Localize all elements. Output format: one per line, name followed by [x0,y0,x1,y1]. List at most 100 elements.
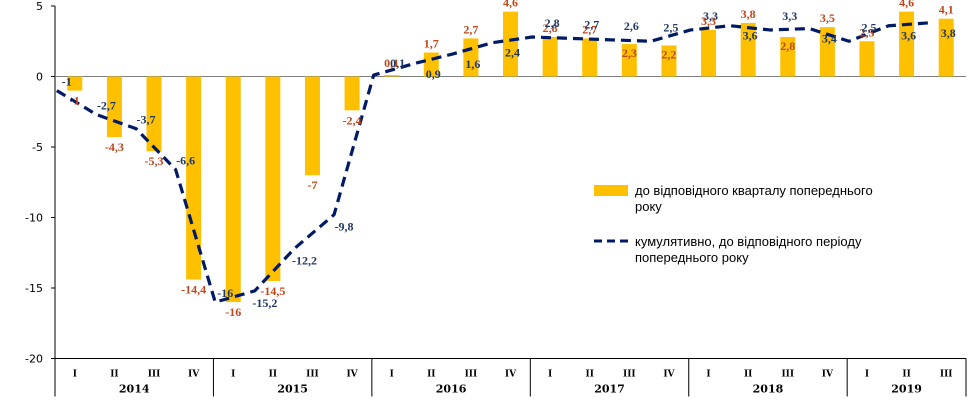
line-data-label: 2,5 [861,20,876,34]
quarter-label: III [465,370,478,380]
line-data-label: -2,7 [97,99,116,113]
bar-data-label: 3,3 [701,14,716,28]
data-labels: -1 -4,3 -5,3 -14,4 -16 -14,5 -7 -2,4 0,1 1,7 2,7 4,… [62,0,956,319]
legend: до відповідного кварталу попереднього ро… [594,183,873,265]
quarter-label: I [231,370,235,380]
bar-data-label: 2,7 [463,22,478,36]
line-data-label: 3,8 [941,26,956,40]
year-label: 2017 [594,383,625,396]
line-data-label: 2,8 [545,16,560,30]
bar-data-label: 2,7 [582,22,597,36]
line-series [55,21,929,304]
line-data-label: -1 [62,75,72,89]
bar-data-label: 2,5 [859,25,874,39]
bar-data-label: -4,3 [105,140,124,154]
line-data-label: -16 [217,286,233,300]
quarter-label: I [390,370,394,380]
bar [384,75,400,77]
bar [621,44,637,77]
line-data-label: 2,5 [663,20,678,34]
quarter-label: IV [663,370,675,380]
bar [146,76,162,152]
bar-data-label: -16 [225,305,241,319]
bar [344,76,360,111]
line-data-label: 2,4 [505,46,520,60]
y-tick-label: 0 [36,71,43,84]
year-label: 2018 [753,383,784,396]
bar [780,37,796,77]
bar-data-label: 3,8 [741,7,756,21]
quarter-label: III [306,370,319,380]
line-data-label: -9,8 [335,220,354,234]
year-label: 2014 [119,383,150,396]
quarter-label: II [586,370,594,380]
line-data-label: 3,3 [703,9,718,23]
bar-data-label: 1,7 [424,37,439,51]
line-data-label: -12,2 [292,254,317,268]
bar [819,27,835,77]
quarter-label: I [865,370,869,380]
cumulative-line [55,21,929,304]
year-label: 2019 [891,383,922,396]
line-data-label: -15,2 [252,296,277,310]
bar [304,76,320,176]
line-data-label: 2,6 [624,19,639,33]
bar-data-label: -14,5 [260,284,285,298]
x-axis: I II III IV I II III IV I II III IV I II III IV I II III IV… [54,358,967,397]
quarter-label: IV [822,370,834,380]
y-tick-label: -20 [25,353,43,366]
year-label: 2016 [436,383,467,396]
legend-line-label-line1: кумулятивно, до відповідного періоду [635,234,862,249]
quarter-label: II [902,370,910,380]
bar [582,38,598,77]
bar [265,76,281,281]
quarter-label: I [548,370,552,380]
bar [899,11,915,77]
quarter-label: II [110,370,118,380]
bar [225,76,241,303]
bar [859,41,875,77]
line-data-label: 1,6 [465,57,480,71]
bar-data-label: 0,1 [384,56,399,70]
bar [67,76,83,91]
y-tick-label: 5 [36,0,43,13]
quarter-label: I [706,370,710,380]
quarter-label: III [148,370,161,380]
line-data-label: 2,7 [584,17,599,31]
bar [938,18,954,77]
bar [186,76,202,280]
line-data-label: 3,6 [743,29,758,43]
bar [701,29,717,77]
quarter-label: III [623,370,636,380]
bar-data-label: -7 [307,178,317,192]
quarter-label: II [427,370,435,380]
y-tick-label: -15 [25,282,43,295]
quarter-label: IV [346,370,358,380]
bar-data-label: 4,6 [899,0,914,10]
legend-line-label-line2: попереднього року [635,250,749,265]
quarter-label: IV [505,370,517,380]
quarter-label: I [73,370,77,380]
bar [542,37,558,77]
quarter-label: III [781,370,794,380]
line-data-label: 0,1 [390,56,405,70]
quarter-label: II [744,370,752,380]
bar [740,22,756,77]
legend-bar-swatch [594,185,628,196]
bar-data-label: -1 [70,94,80,108]
legend-bar-label-line2: року [635,199,662,214]
bar [661,45,677,77]
bar-series [67,11,954,303]
line-data-label: 3,4 [822,32,837,46]
bar-data-label: 4,6 [503,0,518,10]
bar [503,11,518,77]
bar-data-label: 2,3 [622,46,637,60]
bar [463,38,479,77]
bar-data-label: 4,1 [939,3,954,17]
line-data-label: -3,7 [137,113,156,127]
line-data-label: 3,3 [782,9,797,23]
bar-data-label: -2,4 [343,113,362,127]
y-tick-label: -5 [32,141,43,154]
legend-bar-label-line1: до відповідного кварталу попереднього [635,183,873,198]
